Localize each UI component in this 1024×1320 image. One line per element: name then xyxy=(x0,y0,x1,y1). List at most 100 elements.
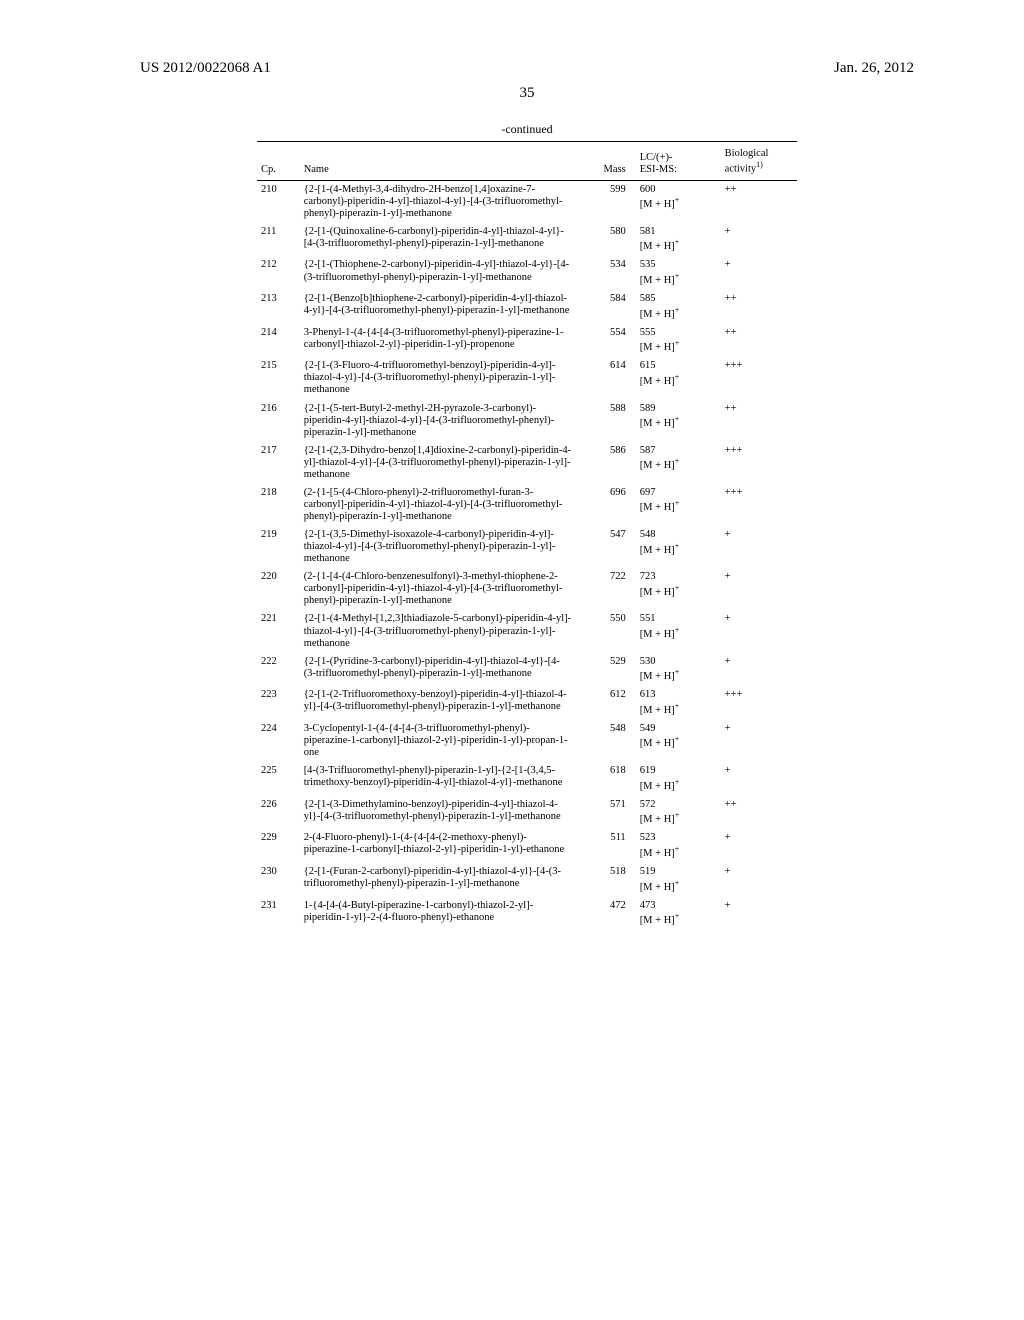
cell-mass: 548 xyxy=(575,720,635,762)
cell-esi: 572[M + H]+ xyxy=(636,796,721,830)
cell-esi: 523[M + H]+ xyxy=(636,829,721,863)
cell-bio: + xyxy=(721,897,797,931)
table-row: 223{2-[1-(2-Trifluoromethoxy-benzoyl)-pi… xyxy=(257,686,797,720)
cell-mass: 584 xyxy=(575,290,635,324)
cell-cp: 213 xyxy=(257,290,300,324)
cell-cp: 218 xyxy=(257,484,300,526)
cell-bio: ++ xyxy=(721,796,797,830)
col-mass: Mass xyxy=(575,142,635,181)
cell-esi: 549[M + H]+ xyxy=(636,720,721,762)
cell-name: 3-Phenyl-1-(4-{4-[4-(3-trifluoromethyl-p… xyxy=(300,324,576,358)
cell-name: {2-[1-(2,3-Dihydro-benzo[1,4]dioxine-2-c… xyxy=(300,442,576,484)
cell-cp: 220 xyxy=(257,568,300,610)
table-row: 212{2-[1-(Thiophene-2-carbonyl)-piperidi… xyxy=(257,256,797,290)
table-row: 216{2-[1-(5-tert-Butyl-2-methyl-2H-pyraz… xyxy=(257,400,797,442)
cell-bio: +++ xyxy=(721,484,797,526)
continued-label: -continued xyxy=(257,122,797,137)
cell-name: 2-(4-Fluoro-phenyl)-1-(4-{4-[4-(2-methox… xyxy=(300,829,576,863)
cell-mass: 618 xyxy=(575,762,635,796)
cell-bio: + xyxy=(721,720,797,762)
table-row: 225[4-(3-Trifluoromethyl-phenyl)-piperaz… xyxy=(257,762,797,796)
cell-mass: 571 xyxy=(575,796,635,830)
cell-esi: 555[M + H]+ xyxy=(636,324,721,358)
cell-mass: 547 xyxy=(575,526,635,568)
cell-esi: 723[M + H]+ xyxy=(636,568,721,610)
cell-mass: 586 xyxy=(575,442,635,484)
table-row: 226{2-[1-(3-Dimethylamino-benzoyl)-piper… xyxy=(257,796,797,830)
cell-bio: ++ xyxy=(721,180,797,223)
cell-esi: 581[M + H]+ xyxy=(636,223,721,257)
col-esi: LC/(+)- ESI-MS: xyxy=(636,142,721,181)
cell-name: {2-[1-(4-Methyl-3,4-dihydro-2H-benzo[1,4… xyxy=(300,180,576,223)
table-row: 220(2-{1-[4-(4-Chloro-benzenesulfonyl)-3… xyxy=(257,568,797,610)
cell-cp: 217 xyxy=(257,442,300,484)
cell-name: (2-{1-[5-(4-Chloro-phenyl)-2-trifluorome… xyxy=(300,484,576,526)
table-row: 215{2-[1-(3-Fluoro-4-trifluoromethyl-ben… xyxy=(257,357,797,399)
cell-mass: 511 xyxy=(575,829,635,863)
cell-esi: 587[M + H]+ xyxy=(636,442,721,484)
cell-esi: 519[M + H]+ xyxy=(636,863,721,897)
cell-esi: 585[M + H]+ xyxy=(636,290,721,324)
cell-mass: 518 xyxy=(575,863,635,897)
cell-mass: 472 xyxy=(575,897,635,931)
cell-esi: 551[M + H]+ xyxy=(636,610,721,652)
cell-bio: ++ xyxy=(721,324,797,358)
cell-name: (2-{1-[4-(4-Chloro-benzenesulfonyl)-3-me… xyxy=(300,568,576,610)
compound-table: Cp. Name Mass LC/(+)- ESI-MS: Biological… xyxy=(257,141,797,930)
table-row: 218(2-{1-[5-(4-Chloro-phenyl)-2-trifluor… xyxy=(257,484,797,526)
cell-esi: 600[M + H]+ xyxy=(636,180,721,223)
cell-esi: 697[M + H]+ xyxy=(636,484,721,526)
compound-table-wrap: -continued Cp. Name Mass LC/(+)- ESI-MS:… xyxy=(257,122,797,930)
cell-esi: 548[M + H]+ xyxy=(636,526,721,568)
cell-mass: 599 xyxy=(575,180,635,223)
cell-cp: 222 xyxy=(257,653,300,687)
page-number: 35 xyxy=(140,85,914,102)
cell-name: {2-[1-(Thiophene-2-carbonyl)-piperidin-4… xyxy=(300,256,576,290)
cell-cp: 210 xyxy=(257,180,300,223)
cell-name: {2-[1-(3,5-Dimethyl-isoxazole-4-carbonyl… xyxy=(300,526,576,568)
table-row: 2292-(4-Fluoro-phenyl)-1-(4-{4-[4-(2-met… xyxy=(257,829,797,863)
cell-mass: 588 xyxy=(575,400,635,442)
cell-name: [4-(3-Trifluoromethyl-phenyl)-piperazin-… xyxy=(300,762,576,796)
cell-cp: 225 xyxy=(257,762,300,796)
cell-esi: 613[M + H]+ xyxy=(636,686,721,720)
cell-bio: + xyxy=(721,653,797,687)
cell-bio: + xyxy=(721,829,797,863)
publication-date: Jan. 26, 2012 xyxy=(834,60,914,77)
cell-esi: 535[M + H]+ xyxy=(636,256,721,290)
cell-cp: 219 xyxy=(257,526,300,568)
table-row: 2243-Cyclopentyl-1-(4-{4-[4-(3-trifluoro… xyxy=(257,720,797,762)
table-row: 210{2-[1-(4-Methyl-3,4-dihydro-2H-benzo[… xyxy=(257,180,797,223)
table-header-row: Cp. Name Mass LC/(+)- ESI-MS: Biological… xyxy=(257,142,797,181)
cell-esi: 530[M + H]+ xyxy=(636,653,721,687)
cell-bio: + xyxy=(721,568,797,610)
cell-bio: + xyxy=(721,863,797,897)
cell-cp: 231 xyxy=(257,897,300,931)
cell-cp: 229 xyxy=(257,829,300,863)
cell-cp: 216 xyxy=(257,400,300,442)
cell-esi: 473[M + H]+ xyxy=(636,897,721,931)
cell-mass: 550 xyxy=(575,610,635,652)
cell-name: {2-[1-(Benzo[b]thiophene-2-carbonyl)-pip… xyxy=(300,290,576,324)
cell-cp: 214 xyxy=(257,324,300,358)
cell-mass: 554 xyxy=(575,324,635,358)
cell-mass: 614 xyxy=(575,357,635,399)
col-bio: Biological activity1) xyxy=(721,142,797,181)
table-row: 2143-Phenyl-1-(4-{4-[4-(3-trifluoromethy… xyxy=(257,324,797,358)
cell-cp: 211 xyxy=(257,223,300,257)
cell-bio: + xyxy=(721,256,797,290)
cell-name: {2-[1-(Pyridine-3-carbonyl)-piperidin-4-… xyxy=(300,653,576,687)
cell-name: {2-[1-(Furan-2-carbonyl)-piperidin-4-yl]… xyxy=(300,863,576,897)
cell-name: {2-[1-(3-Dimethylamino-benzoyl)-piperidi… xyxy=(300,796,576,830)
cell-name: {2-[1-(5-tert-Butyl-2-methyl-2H-pyrazole… xyxy=(300,400,576,442)
cell-cp: 223 xyxy=(257,686,300,720)
table-row: 219{2-[1-(3,5-Dimethyl-isoxazole-4-carbo… xyxy=(257,526,797,568)
cell-bio: + xyxy=(721,762,797,796)
cell-name: {2-[1-(Quinoxaline-6-carbonyl)-piperidin… xyxy=(300,223,576,257)
cell-mass: 534 xyxy=(575,256,635,290)
cell-bio: ++ xyxy=(721,290,797,324)
cell-name: {2-[1-(3-Fluoro-4-trifluoromethyl-benzoy… xyxy=(300,357,576,399)
col-name: Name xyxy=(300,142,576,181)
cell-cp: 230 xyxy=(257,863,300,897)
cell-mass: 580 xyxy=(575,223,635,257)
